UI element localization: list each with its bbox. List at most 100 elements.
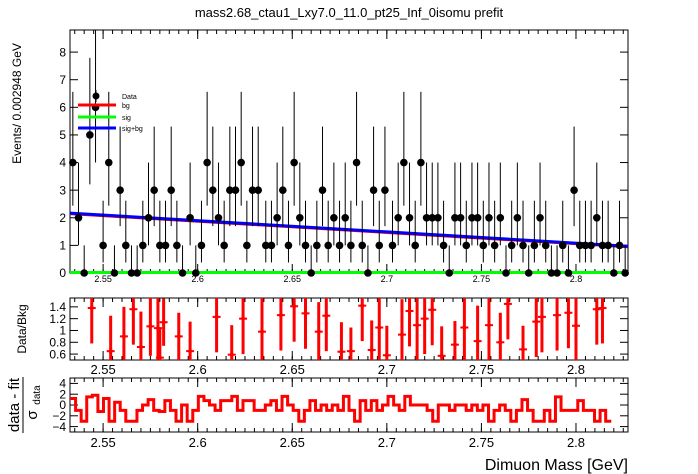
data-point (186, 213, 194, 222)
y-axis-label: Events/ 0.002948 GeV (10, 43, 24, 164)
data-point (434, 213, 442, 222)
data-point (116, 186, 124, 194)
data-point (209, 186, 217, 194)
ratio-point (505, 301, 510, 306)
data-point (456, 213, 465, 222)
data-point (364, 269, 372, 277)
ratio-point (360, 303, 365, 308)
x-tick-label: 2.7 (378, 435, 396, 450)
data-point (352, 158, 361, 167)
x-tick-label: 2.8 (567, 435, 585, 450)
data-point (375, 241, 384, 250)
y-tick-label: 7 (59, 73, 66, 87)
y-tick-label: 1.4 (49, 300, 66, 314)
legend-label: sig (122, 115, 131, 122)
x-tick-label: 2.8 (570, 274, 583, 284)
x-tick-label: 2.6 (189, 435, 207, 450)
data-point (324, 241, 332, 250)
data-point (604, 241, 612, 250)
y-tick-label: 2 (59, 387, 66, 401)
data-point (388, 241, 397, 250)
data-point (400, 158, 408, 167)
ratio-point (475, 339, 480, 344)
ratio-point (157, 355, 162, 360)
data-point (267, 241, 276, 250)
data-point (615, 241, 624, 250)
ratio-point (348, 349, 353, 354)
ratio-point (462, 325, 467, 330)
ratio-point (594, 307, 599, 312)
ratio-point (229, 352, 234, 357)
ratio-point (324, 313, 329, 318)
plot-title: mass2.68_ctau1_Lxy7.0_11.0_pt25_Inf_0iso… (195, 5, 504, 20)
data-point (610, 269, 618, 277)
data-point (530, 241, 539, 250)
ratio-point (131, 307, 136, 312)
y-tick-label: 0.6 (49, 347, 66, 361)
ratio-point (486, 323, 491, 328)
ratio-point (259, 329, 264, 334)
data-point (290, 158, 298, 167)
y-axis-label-sigma: σ (24, 410, 41, 420)
data-point (473, 213, 482, 222)
x-tick-label: 2.6 (189, 362, 207, 377)
data-point (161, 241, 170, 250)
data-point (621, 269, 629, 277)
y-tick-label: 3 (59, 183, 66, 197)
x-tick-label: 2.8 (567, 362, 585, 377)
data-point (536, 213, 544, 222)
data-point (587, 241, 595, 250)
y-tick-label: 2 (59, 211, 66, 225)
data-point (570, 186, 578, 194)
data-point (394, 213, 402, 222)
ratio-point (161, 320, 166, 325)
ratio-point (407, 308, 412, 313)
data-point (507, 241, 516, 250)
data-point (284, 241, 293, 250)
ratio-point (534, 319, 539, 324)
data-point (462, 241, 471, 250)
ratio-point (176, 334, 181, 339)
ratio-point (278, 313, 283, 318)
y-tick-label: 0.8 (49, 335, 66, 349)
data-point (254, 186, 263, 194)
data-point (261, 241, 270, 250)
data-point (485, 213, 493, 222)
data-point (156, 241, 164, 250)
data-point (564, 269, 573, 277)
x-tick-label: 2.55 (94, 274, 112, 284)
data-point (307, 269, 315, 277)
data-point (237, 158, 245, 167)
data-point (139, 241, 147, 250)
y-tick-label: 4 (59, 377, 66, 391)
y-tick-label: 1.2 (49, 312, 66, 326)
ratio-point (316, 329, 321, 334)
y-tick-label: 4 (59, 156, 66, 170)
data-point (358, 241, 367, 250)
data-point (513, 213, 522, 222)
ratio-point (573, 323, 578, 328)
ratio-point (399, 332, 404, 337)
x-tick-label: 2.55 (90, 362, 115, 377)
data-point (301, 241, 310, 250)
data-point (439, 241, 448, 250)
y-axis-label-subscript: data (32, 385, 43, 405)
data-point (496, 213, 505, 222)
data-point (231, 186, 240, 194)
x-tick-label: 2.55 (90, 435, 115, 450)
data-point (405, 213, 414, 222)
data-point (69, 158, 77, 167)
y-tick-label: 0 (59, 398, 66, 412)
ratio-point (555, 313, 560, 318)
data-point (178, 269, 187, 277)
x-tick-label: 2.65 (283, 274, 301, 284)
data-point (524, 269, 533, 277)
data-point (203, 158, 211, 167)
data-point (273, 213, 281, 222)
ratio-point (384, 353, 389, 358)
x-tick-label: 2.65 (280, 435, 305, 450)
y-tick-label: 5 (59, 128, 66, 142)
data-point (330, 213, 338, 222)
data-point (248, 186, 257, 194)
